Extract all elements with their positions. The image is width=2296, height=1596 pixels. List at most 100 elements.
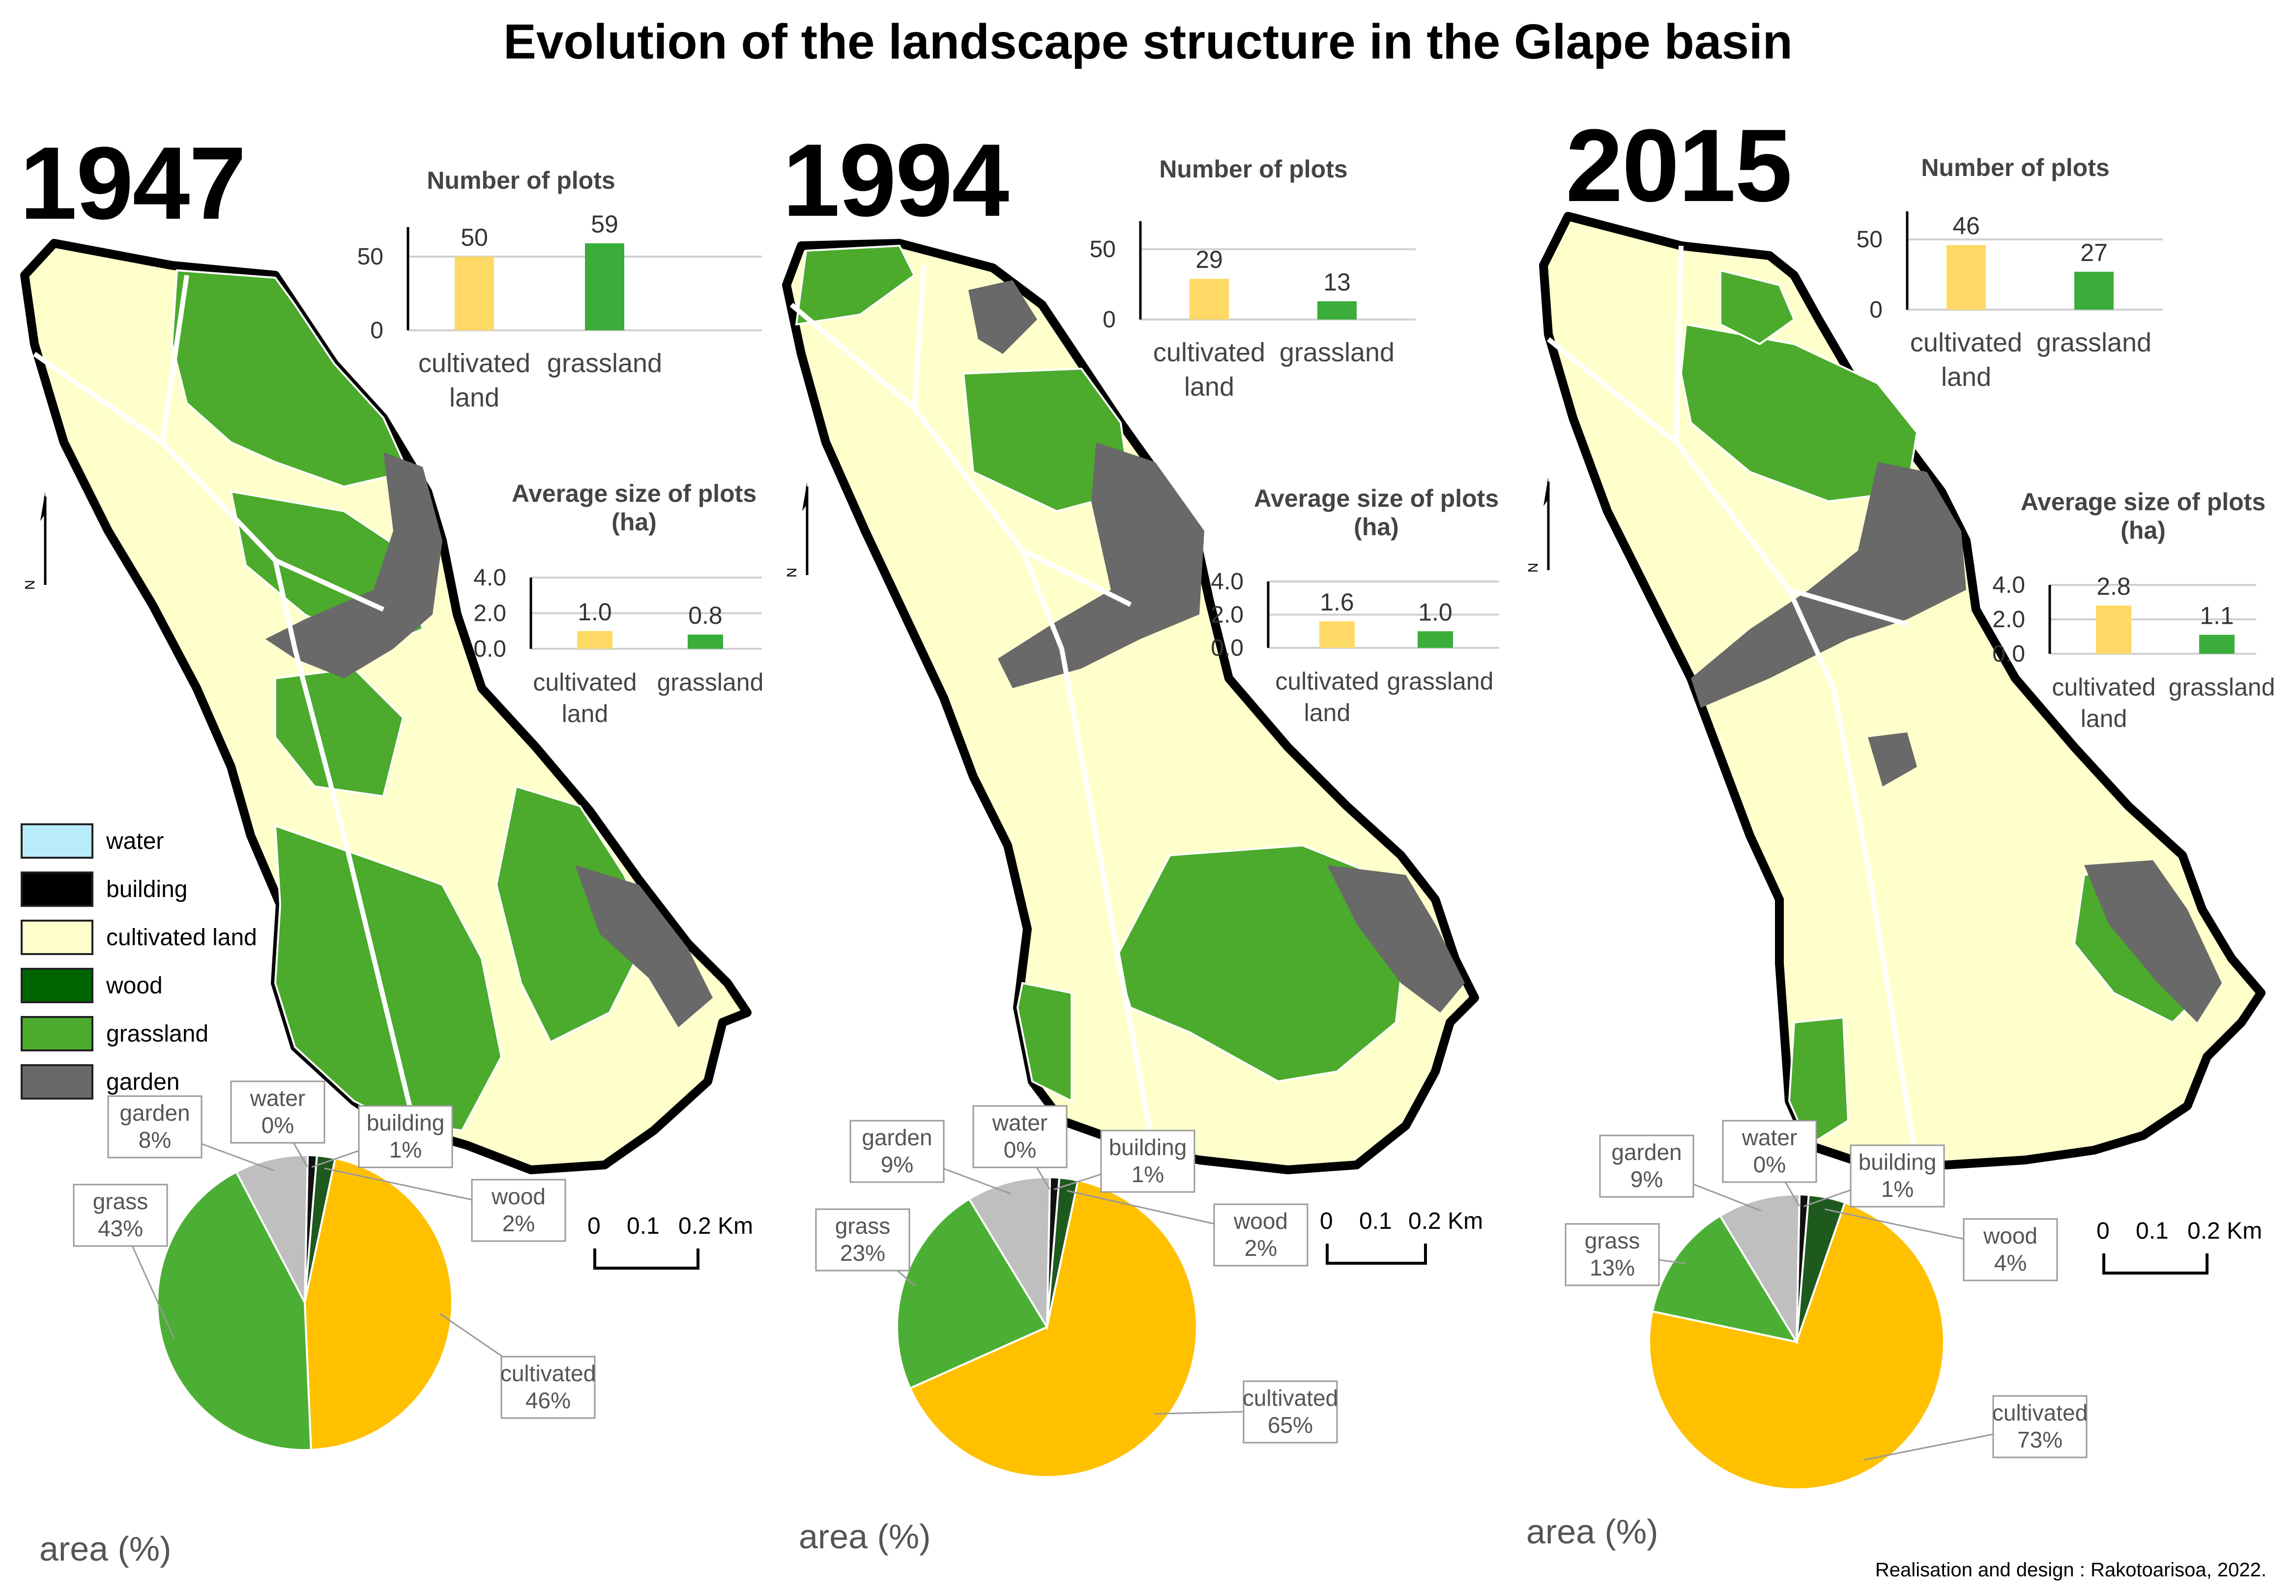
garden-zone-1947-b [575,865,713,1027]
pie-label-box-2015-cultivated [1992,1395,2088,1458]
pie-pct-label-1994-garden: 9% [881,1152,913,1177]
pie-pct-label-2015-wood: 4% [1994,1250,2027,1276]
pie-label-box-2015-wood [1963,1218,2058,1281]
road-1947 [33,275,425,1161]
north-arrow-2015 [1543,477,1550,570]
size-ytick-1994-2: 4.0 [1211,569,1244,595]
area-label-1994: area (%) [799,1517,930,1556]
plots-chart-title-2015: Number of plots [1921,154,2110,181]
pie-pct-label-1947-cultivated: 46% [525,1388,571,1413]
pie-label-box-2015-building [1850,1144,1945,1208]
area-label-1947: area (%) [39,1530,171,1568]
size-chart-title-2015: Average size of plots (ha) [2020,488,2266,544]
plots-bar-2015-0 [1947,245,1986,310]
pie-pct-label-1947-building: 1% [389,1137,422,1162]
pie-label-1947-cultivated: cultivated [500,1361,596,1386]
size-ytick-1947-1: 2.0 [473,601,506,627]
year-label-2015: 2015 [1566,108,1792,223]
pie-label-box-1994-grass [815,1208,910,1272]
size-value-label-1947-1: 0.8 [688,602,723,629]
pie-label-box-1947-grass [73,1184,168,1247]
garden-zone-2015-b [2084,860,2222,1022]
size-category-label-2015-0b: land [2081,705,2127,732]
plots-bar-1994-1 [1317,301,1357,319]
plots-category-label-2015-0a: cultivated [1910,328,2022,357]
plots-category-label-2015-0b: land [1941,362,1991,392]
scalebar-label-0: 0 [1320,1208,1333,1234]
size-bar-1947-0 [577,631,612,649]
credit-line: Realisation and design : Rakotoarisoa, 2… [1875,1559,2267,1581]
legend-item-wood: wood [21,961,257,1010]
plots-ytick-1947-1: 50 [357,244,383,270]
garden-zone-1994-a [998,442,1204,688]
pie-pct-label-1947-garden: 8% [139,1127,171,1153]
pie-slice-1994-garden [968,1176,1051,1331]
basin-map-2015 [1539,212,2266,1169]
plots-value-label-1947-0: 50 [461,224,488,251]
pie-pct-label-1947-wood: 2% [502,1211,535,1236]
size-value-label-1994-0: 1.6 [1320,588,1354,616]
grassland-zone-1947-a [171,269,409,488]
scalebar-label-0: 0 [2096,1218,2110,1244]
pie-label-1994-wood: wood [1233,1208,1288,1234]
plots-ytick-2015-0: 0 [1869,297,1883,323]
plots-category-label-1994-1: grassland [1279,338,1395,367]
grassland-zone-1947-d [495,785,650,1044]
pie-label-box-1994-water [972,1105,1068,1168]
scalebar-label-2: 0.2 Km [1408,1208,1483,1234]
pie-pct-label-2015-water: 0% [1753,1152,1786,1177]
grassland-zone-1994-d [1016,982,1073,1103]
plots-category-label-1994-0b: land [1184,372,1234,402]
size-chart-title-1947: Average size of plots (ha) [511,480,757,536]
size-category-label-2015-1: grassland [2169,673,2275,701]
scalebar-1947: 0 0.1 0.2 Km [587,1213,753,1270]
plots-ytick-1994-0: 0 [1103,307,1116,333]
size-value-label-1947-0: 1.0 [578,598,612,626]
legend-item-garden: garden [21,1058,257,1106]
pie-label-box-1947-building [358,1105,453,1168]
size-ytick-1947-2: 4.0 [473,565,506,591]
pie-slice-1947-cultivated [303,1157,453,1451]
pie-label-box-1947-garden [107,1095,203,1159]
road-2015 [1546,245,1919,1165]
size-bar-1947-1 [688,635,723,649]
pie-pct-label-2015-garden: 9% [1630,1166,1663,1192]
pie-label-box-1947-wood [471,1179,566,1242]
pie-label-1947-wood: wood [491,1184,546,1209]
pie-label-1994-grass: grass [835,1213,890,1239]
plots-bar-1947-0 [455,257,494,330]
legend-label-water: water [106,828,164,854]
pie-pct-label-1994-wood: 2% [1245,1235,1277,1261]
size-bar-2015-0 [2096,606,2131,654]
pie-label-box-1994-cultivated [1243,1380,1338,1444]
pie-label-2015-wood: wood [1983,1223,2037,1248]
plots-bar-1994-0 [1190,279,1229,319]
grassland-zone-2015-b [1719,269,1796,346]
pie-label-box-2015-grass [1565,1223,1660,1286]
scalebar-label-2: 0.2 Km [2187,1218,2262,1244]
pie-label-box-1947-water [230,1080,325,1144]
plots-chart-title-1947: Number of plots [427,167,615,194]
pie-slice-1994-grass [896,1197,1048,1390]
pie-label-1994-water: water [992,1110,1047,1135]
grassland-zone-2015-a [1680,323,1918,503]
legend-swatch-grassland [21,1016,93,1051]
basin-map-1947 [20,239,752,1174]
legend-item-cultivated-land: cultivated land [21,913,257,961]
pie-label-1947-garden: garden [119,1100,190,1126]
pie-label-1994-building: building [1109,1134,1187,1160]
legend-item-water: water [21,817,257,865]
size-ytick-1947-0: 0.0 [473,636,506,662]
pie-slice-1994-cultivated [908,1179,1198,1478]
size-category-label-1994-0a: cultivated [1275,667,1379,695]
pie-slice-2015-grass [1651,1214,1799,1343]
north-label-1947: N [22,580,37,590]
size-category-label-1947-1: grassland [657,668,764,696]
pie-slice-1947-garden [235,1154,309,1303]
north-label-2015: N [1525,563,1540,573]
plots-ytick-2015-1: 50 [1857,227,1883,253]
plots-category-label-1947-1: grassland [547,348,662,378]
pie-pct-label-2015-cultivated: 73% [2017,1427,2063,1452]
pie-label-box-2015-garden [1599,1134,1694,1198]
